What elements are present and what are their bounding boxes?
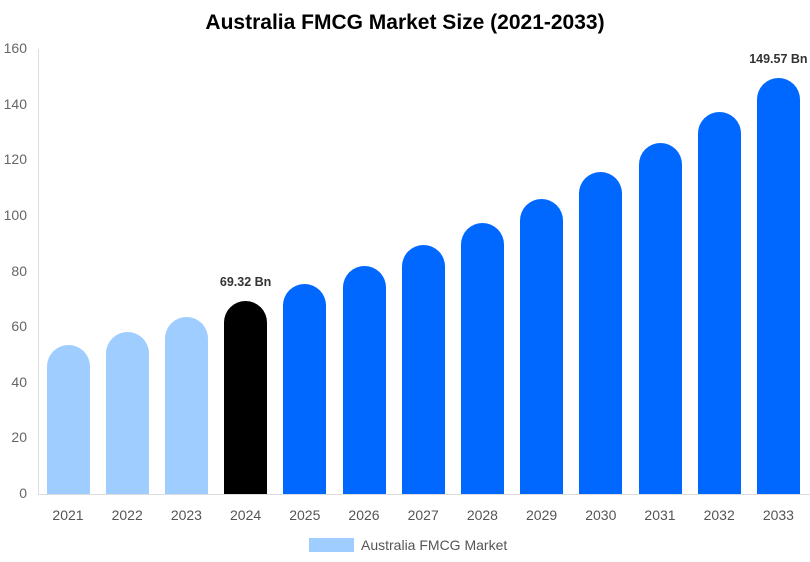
y-tick-label: 60 [11, 318, 27, 335]
x-tick-label: 2033 [762, 507, 794, 523]
legend-label: Australia FMCG Market [361, 537, 508, 553]
bar-2029[interactable] [520, 198, 564, 494]
x-tick-label: 2028 [466, 507, 498, 523]
y-axis-line [38, 49, 39, 494]
data-label: 69.32 Bn [219, 275, 272, 290]
bar-2023[interactable] [164, 317, 208, 494]
x-tick-label: 2023 [170, 507, 202, 523]
y-tick-label: 120 [3, 151, 27, 168]
x-tick-label: 2027 [407, 507, 439, 523]
bar-2021[interactable] [46, 344, 90, 494]
legend[interactable]: Australia FMCG Market [309, 537, 507, 553]
y-tick-label: 80 [11, 262, 27, 279]
bar-2033[interactable] [756, 78, 800, 494]
bar-2032[interactable] [697, 111, 741, 494]
y-tick-label: 0 [19, 485, 27, 501]
x-tick-label: 2031 [644, 507, 676, 523]
y-tick-label: 140 [3, 95, 27, 112]
y-tick-label: 160 [3, 40, 27, 56]
bar-2030[interactable] [579, 171, 623, 494]
x-tick-label: 2025 [289, 507, 321, 523]
y-tick-label: 100 [3, 206, 27, 223]
x-tick-label: 2029 [526, 507, 558, 523]
y-tick-label: 20 [11, 429, 27, 446]
data-label: 149.57 Bn [749, 52, 808, 66]
x-tick-label: 2024 [230, 507, 262, 523]
bar-2028[interactable] [460, 222, 504, 494]
bar-2022[interactable] [105, 331, 149, 494]
x-tick-label: 2021 [52, 507, 84, 523]
x-tick-label: 2032 [703, 507, 735, 523]
chart-title: Australia FMCG Market Size (2021-2033) [205, 11, 605, 34]
x-tick-label: 2026 [348, 507, 380, 523]
y-tick-label: 40 [11, 373, 27, 390]
bar-2031[interactable] [638, 142, 682, 494]
bar-2027[interactable] [401, 244, 445, 494]
x-tick-label: 2022 [111, 507, 143, 523]
x-axis-line [38, 494, 810, 495]
bar-2025[interactable] [283, 284, 327, 494]
x-tick-label: 2030 [585, 507, 617, 523]
legend-swatch [309, 538, 354, 552]
bar-2026[interactable] [342, 265, 386, 494]
bar-2024[interactable] [224, 301, 268, 494]
